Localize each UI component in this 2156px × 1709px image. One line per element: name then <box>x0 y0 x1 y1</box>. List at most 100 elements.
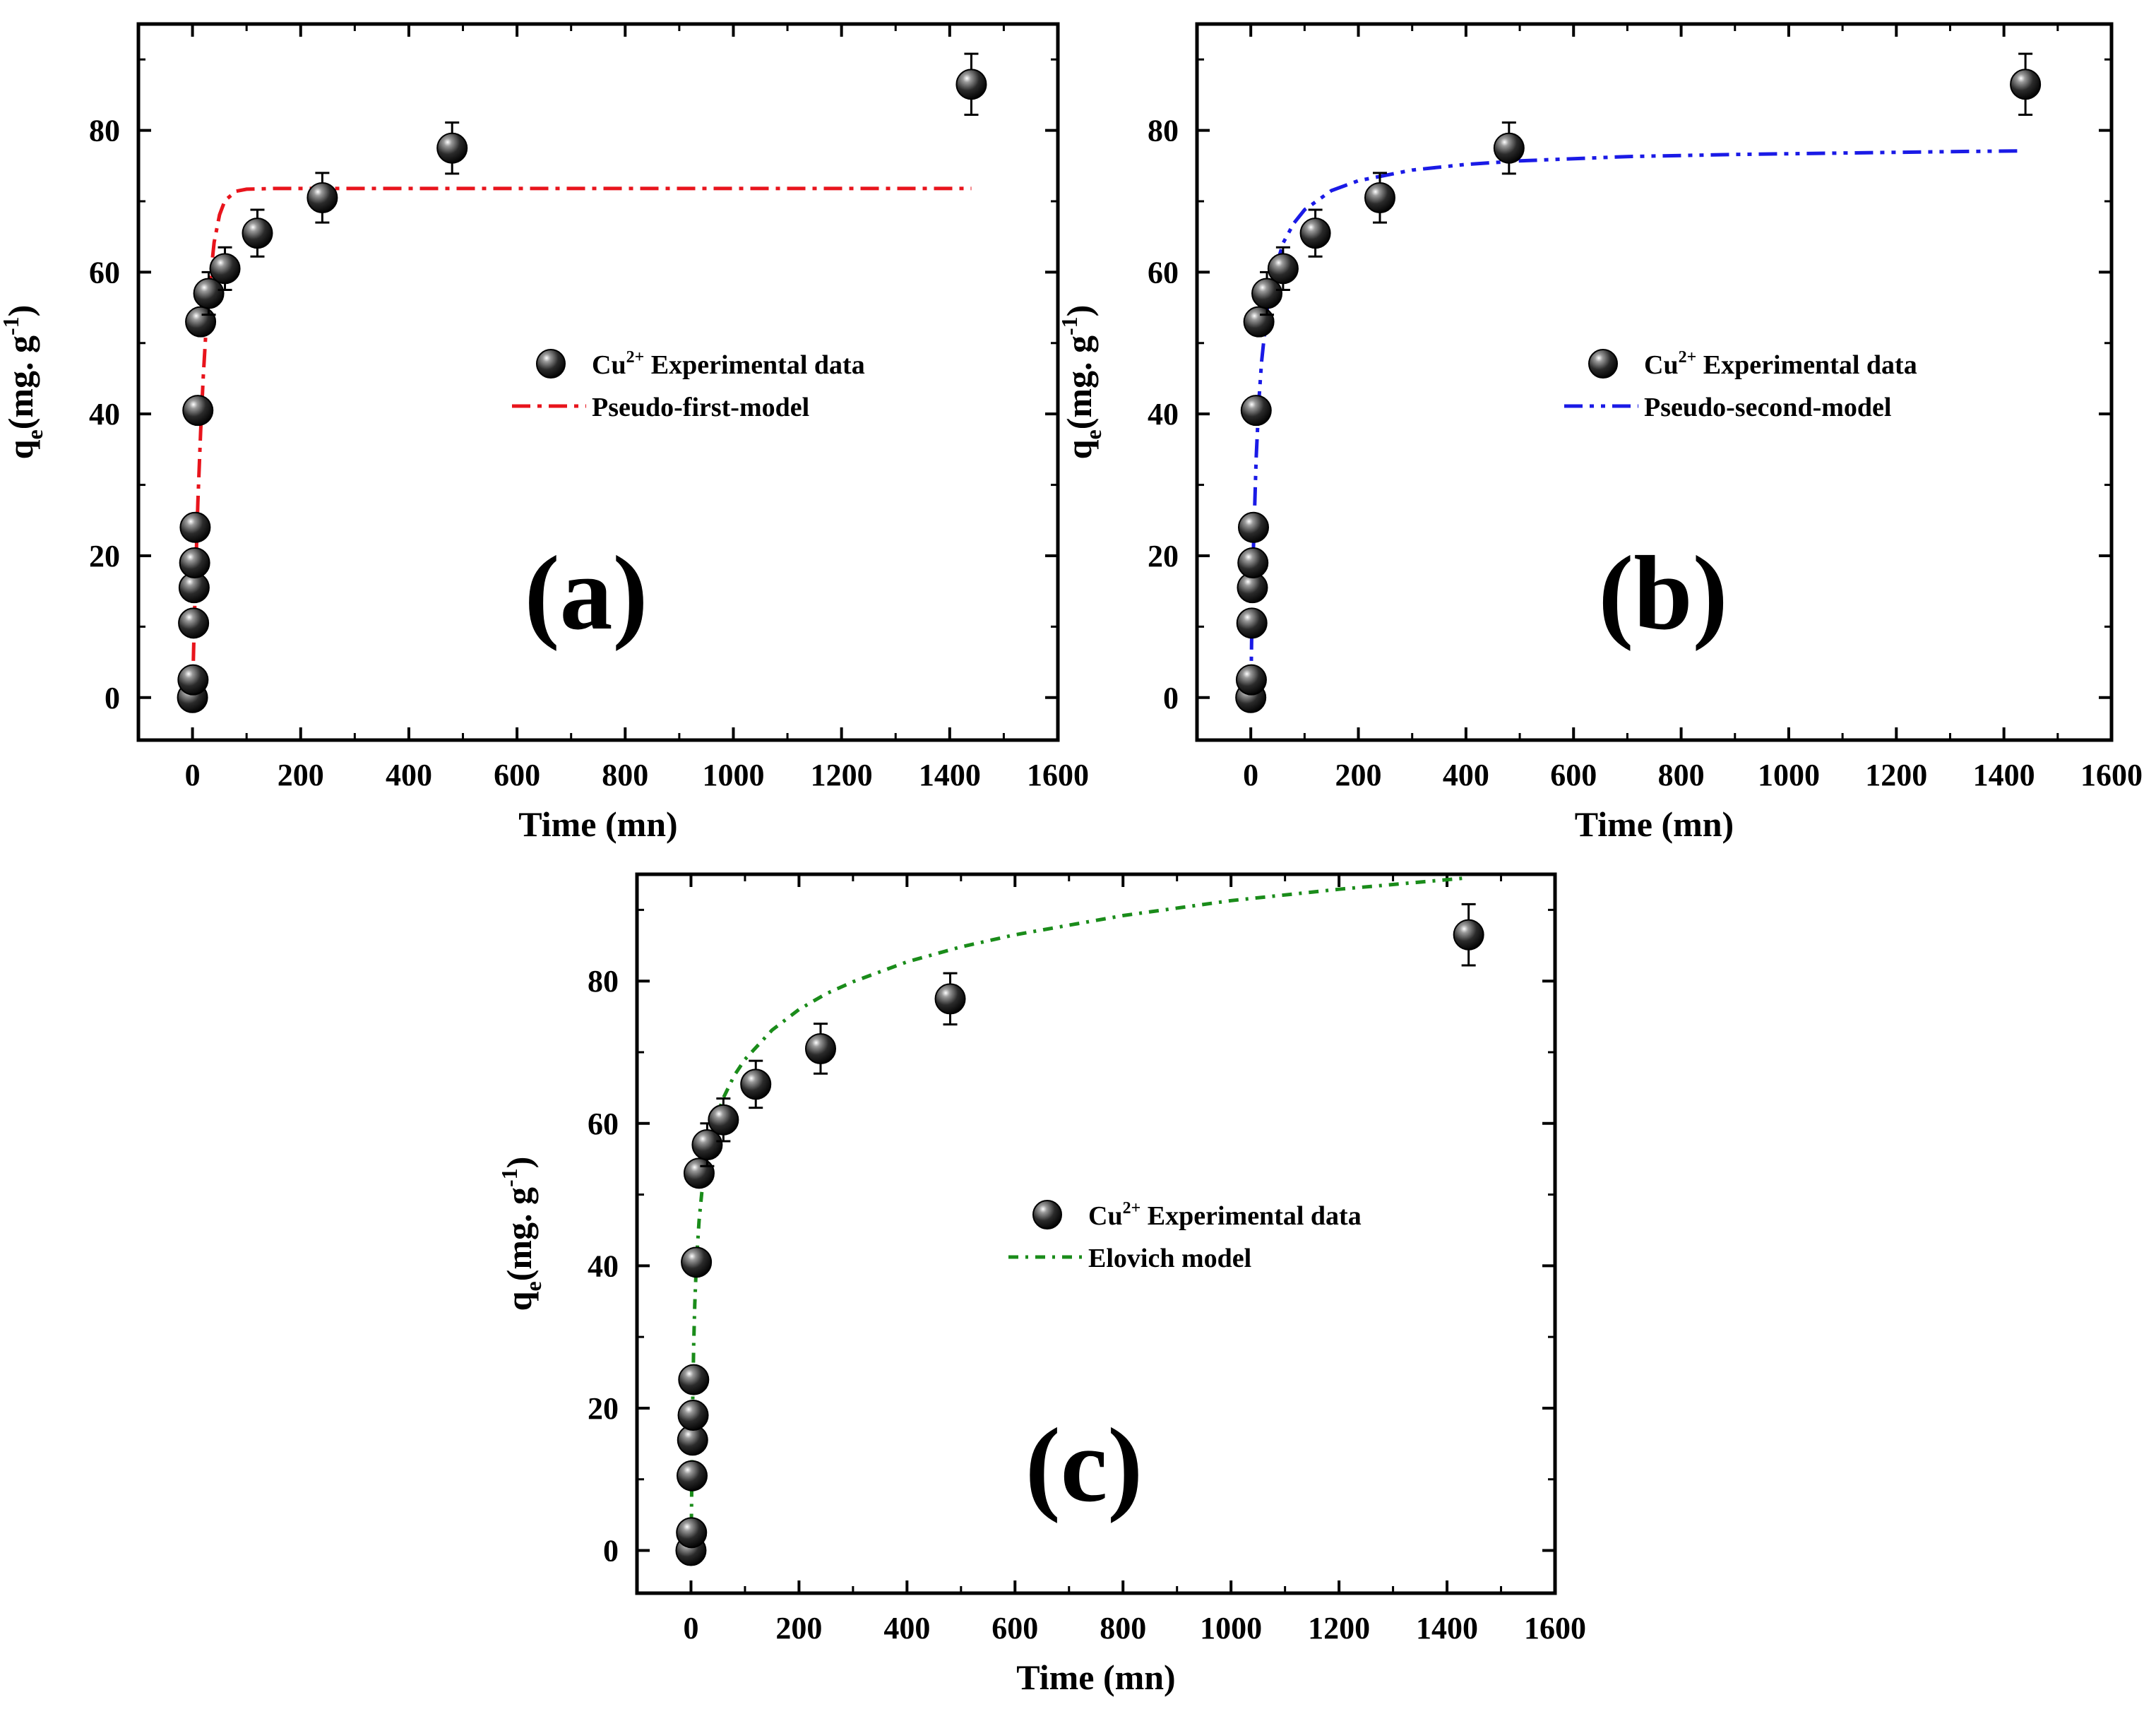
x-tick-label: 600 <box>991 1611 1038 1645</box>
data-point <box>1236 607 1268 639</box>
data-point <box>178 607 210 639</box>
y-tick-label: 80 <box>89 114 120 148</box>
y-tick-label: 60 <box>89 255 120 290</box>
data-point <box>677 1400 709 1431</box>
data-point <box>179 547 210 579</box>
chart-panel-b: 0 200 400 600 800 1000 1200 1400 1600 0 20 40 60 80 Ti… <box>1056 22 2143 844</box>
y-tick-label: 40 <box>89 397 120 431</box>
plot-frame <box>1195 22 2114 742</box>
data-point <box>306 181 338 213</box>
legend-label-experimental: Cu2+ Experimental data <box>1088 1199 1362 1231</box>
x-tick-label: 1600 <box>1027 758 1089 792</box>
fit-line <box>191 186 972 698</box>
data-point <box>677 1460 708 1491</box>
x-tick-label: 1400 <box>1973 758 2035 792</box>
data-point <box>1240 395 1272 427</box>
chart-panel-c: 0 200 400 600 800 1000 1200 1400 1600 0 20 40 60 80 Ti… <box>496 872 1586 1697</box>
y-tick-label: 0 <box>105 681 120 715</box>
data-point <box>179 511 211 543</box>
y-tick-label: 40 <box>588 1249 619 1283</box>
x-tick-label: 1400 <box>919 758 981 792</box>
data-point <box>676 1517 708 1549</box>
x-tick-label: 200 <box>278 758 324 792</box>
data-point <box>1235 664 1267 696</box>
x-axis-title: Time (mn) <box>518 804 677 844</box>
data-point <box>1237 547 1269 579</box>
x-tick-label: 600 <box>1550 758 1597 792</box>
legend-marker <box>1588 349 1618 379</box>
x-tick-label: 1000 <box>702 758 764 792</box>
data-point <box>1453 919 1484 951</box>
y-tick-label: 40 <box>1148 397 1179 431</box>
x-tick-label: 1000 <box>1758 758 1820 792</box>
data-point <box>1237 511 1269 543</box>
x-tick-label: 400 <box>386 758 432 792</box>
data-point <box>209 253 241 285</box>
data-point <box>708 1104 739 1136</box>
y-axis-title: qe(mg. g-1) <box>0 305 47 460</box>
x-tick-label: 400 <box>1443 758 1489 792</box>
x-tick-label: 0 <box>683 1611 698 1645</box>
y-tick-label: 20 <box>588 1391 619 1426</box>
y-axis-title: qe(mg. g-1) <box>1056 305 1106 460</box>
y-axis-title: qe(mg. g-1) <box>496 1157 546 1311</box>
x-tick-label: 400 <box>883 1611 930 1645</box>
legend: Cu2+ Experimental data Pseudo-second-mode… <box>1564 348 1917 422</box>
y-tick-label: 0 <box>1163 681 1179 715</box>
x-tick-label: 1200 <box>1308 1611 1370 1645</box>
data-point <box>182 395 214 427</box>
x-tick-label: 1000 <box>1200 1611 1262 1645</box>
y-tick-label: 60 <box>1148 255 1179 290</box>
legend-marker <box>536 349 566 379</box>
x-tick-label: 1200 <box>811 758 873 792</box>
legend-label-fit: Elovich model <box>1088 1244 1251 1273</box>
legend-label-fit: Pseudo-first-model <box>592 393 809 422</box>
legend-label-experimental: Cu2+ Experimental data <box>1644 348 1917 380</box>
chart-panel-a: 0 200 400 600 800 1000 1200 1400 1600 0 20 40 60 80 Ti… <box>0 22 1089 844</box>
legend-label-fit: Pseudo-second-model <box>1644 393 1891 422</box>
x-axis-title: Time (mn) <box>1575 804 1734 844</box>
data-point <box>436 132 468 164</box>
data-point <box>185 306 217 338</box>
panel-label: (a) <box>525 535 648 652</box>
data-point <box>1299 218 1331 249</box>
data-point <box>242 218 273 249</box>
data-point <box>177 664 209 696</box>
panel-label: (c) <box>1025 1407 1143 1524</box>
x-tick-label: 800 <box>602 758 648 792</box>
x-tick-label: 800 <box>1100 1611 1146 1645</box>
y-tick-label: 80 <box>1148 114 1179 148</box>
x-tick-label: 0 <box>1243 758 1258 792</box>
legend: Cu2+ Experimental data Pseudo-first-model <box>512 348 865 422</box>
x-tick-label: 600 <box>494 758 540 792</box>
data-point <box>934 983 966 1015</box>
data-point <box>1267 253 1299 285</box>
data-point <box>955 69 987 100</box>
x-tick-label: 1600 <box>1524 1611 1586 1645</box>
x-tick-label: 200 <box>775 1611 822 1645</box>
y-tick-label: 20 <box>89 539 120 573</box>
plot-frame <box>635 872 1557 1595</box>
data-point <box>683 1157 715 1189</box>
panel-label: (b) <box>1598 535 1727 652</box>
legend: Cu2+ Experimental data Elovich model <box>1008 1199 1362 1273</box>
x-tick-label: 1200 <box>1865 758 1927 792</box>
y-tick-label: 60 <box>588 1107 619 1141</box>
data-point <box>1243 306 1275 338</box>
data-point <box>2010 69 2042 100</box>
x-tick-label: 200 <box>1335 758 1382 792</box>
data-point <box>805 1032 836 1064</box>
data-point <box>1251 278 1283 309</box>
fit-line <box>689 876 1469 1551</box>
y-tick-label: 20 <box>1148 539 1179 573</box>
data-point <box>678 1364 710 1395</box>
x-tick-label: 1600 <box>2080 758 2143 792</box>
data-point <box>1493 132 1525 164</box>
y-tick-label: 0 <box>603 1534 619 1568</box>
x-axis-title: Time (mn) <box>1016 1657 1175 1697</box>
data-point <box>1364 181 1395 213</box>
data-point <box>691 1129 723 1161</box>
plot-frame <box>136 22 1060 742</box>
data-point <box>740 1068 772 1100</box>
